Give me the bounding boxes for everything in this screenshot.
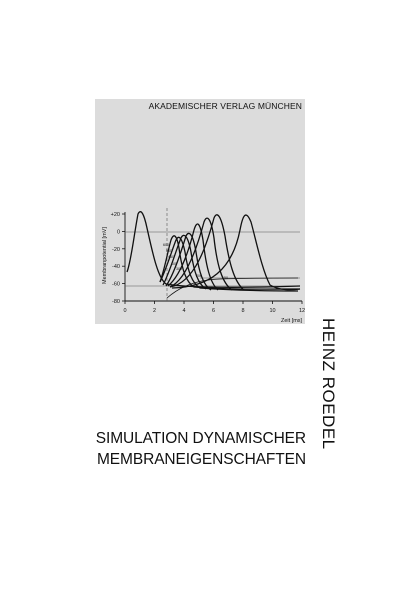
x-tick-label: 2 <box>153 308 156 314</box>
curve-label: 400 <box>171 262 177 266</box>
x-tick-label: 0 <box>123 308 126 314</box>
y-tick-label: -20 <box>112 247 120 253</box>
action-potential-curve-6 <box>167 223 219 291</box>
publisher: AKADEMISCHER VERLAG MÜNCHEN <box>148 101 302 111</box>
y-tick-label: 0 <box>117 229 120 235</box>
y-tick-label: -80 <box>112 299 120 305</box>
action-potential-curve-5 <box>165 232 212 291</box>
book-title: SIMULATION DYNAMISCHER MEMBRANEIGENSCHAF… <box>95 428 306 470</box>
y-tick-label: -60 <box>112 282 120 288</box>
y-tick-label: -40 <box>112 264 120 270</box>
x-tick-label: 4 <box>182 308 185 314</box>
x-tick-label: 10 <box>269 308 275 314</box>
action-potential-curve-3 <box>159 236 299 292</box>
x-tick-label: 12 <box>299 308 305 314</box>
title-line-1: SIMULATION DYNAMISCHER <box>95 430 306 447</box>
y-axis-title: Membranpotential [mV] <box>102 227 108 284</box>
y-tick-label: +20 <box>111 212 120 218</box>
curve-label: 600 <box>163 243 169 247</box>
curve-label: 300 <box>176 267 182 271</box>
x-tick-label: 6 <box>212 308 215 314</box>
curve-label: 450 <box>168 255 174 259</box>
x-axis-title: Zeit [ms] <box>281 318 303 324</box>
curve-label: 200 <box>196 274 202 278</box>
action-potential-curve-8 <box>169 214 245 291</box>
action-potential-curve-9 <box>171 214 301 291</box>
curve-label: 150 <box>222 276 228 280</box>
x-tick-label: 8 <box>241 308 244 314</box>
stimulus-trace <box>166 277 299 299</box>
author-name: HEINZ ROEDEL <box>319 318 338 450</box>
title-line-2: MEMBRANEIGENSCHAFTEN <box>97 451 306 468</box>
curve-label: 500 <box>166 249 172 253</box>
